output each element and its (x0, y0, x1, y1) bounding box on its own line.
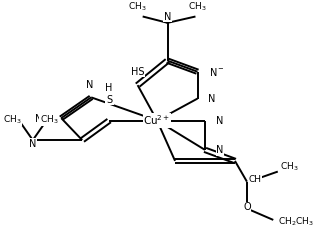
Text: N: N (86, 80, 93, 90)
Text: N: N (208, 93, 215, 104)
Text: N: N (29, 139, 36, 149)
Text: CH$_3$: CH$_3$ (188, 1, 207, 13)
Text: N: N (216, 116, 224, 125)
Text: CH: CH (249, 175, 261, 184)
Text: CH$_3$: CH$_3$ (280, 161, 299, 173)
Text: O: O (243, 202, 251, 212)
Text: HS: HS (131, 67, 145, 77)
Text: H
S: H S (106, 83, 113, 105)
Text: CH$_3$: CH$_3$ (40, 113, 59, 125)
Text: CH$_2$CH$_3$: CH$_2$CH$_3$ (278, 216, 315, 228)
Text: CH$_3$: CH$_3$ (3, 113, 21, 125)
Text: Cu$^{2+}$: Cu$^{2+}$ (144, 114, 171, 128)
Text: N: N (164, 12, 171, 22)
Text: CH$_3$: CH$_3$ (128, 1, 147, 13)
Text: N$^-$: N$^-$ (34, 112, 50, 124)
Text: N: N (216, 145, 224, 155)
Text: N$^-$: N$^-$ (209, 66, 225, 78)
